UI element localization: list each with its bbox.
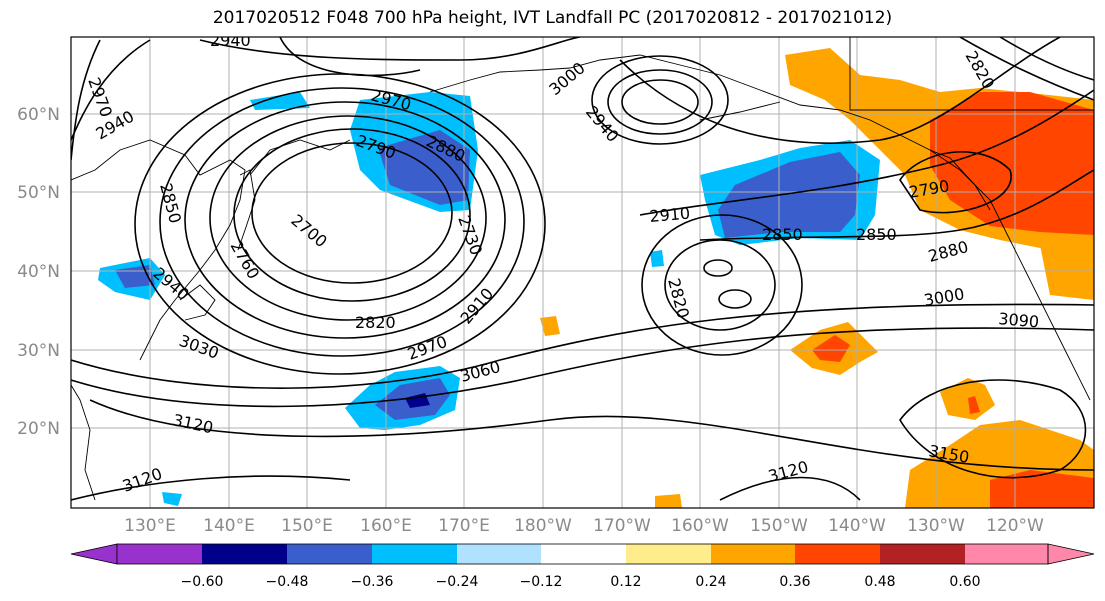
lon-label: 130°W: [907, 516, 965, 536]
colorbar-tick: 0.12: [610, 574, 641, 590]
colorbar-segment: [541, 544, 626, 564]
lon-label: 150°E: [281, 516, 333, 536]
contour-label: 2850: [856, 225, 897, 244]
colorbar-ticks: −0.60 −0.48 −0.36 −0.24 −0.12 0.12 0.24 …: [181, 574, 981, 590]
colorbar-segment: [795, 544, 880, 564]
colorbar-segment: [202, 544, 287, 564]
colorbar-segment: [1047, 543, 1095, 565]
height-contours: [71, 37, 1094, 501]
colorbar-tick: −0.36: [351, 574, 394, 590]
negative-shading: [98, 92, 880, 506]
map-border: [70, 36, 1095, 509]
colorbar-tick: 0.24: [695, 574, 726, 590]
colorbar-segment: [287, 544, 372, 564]
colorbar-tick: −0.24: [436, 574, 479, 590]
lon-label: 120°W: [986, 516, 1044, 536]
colorbar-tick: 0.48: [864, 574, 895, 590]
colorbar-segment: [711, 544, 795, 564]
lon-label: 170°E: [438, 516, 490, 536]
colorbar-segment: [70, 543, 118, 565]
contour-label: 2850: [762, 225, 803, 244]
colorbar-tick: −0.12: [520, 574, 563, 590]
lat-label: 30°N: [17, 341, 60, 361]
longitude-labels: 130°E 140°E 150°E 160°E 170°E 180°W 170°…: [124, 516, 1044, 536]
lon-label: 140°W: [828, 516, 886, 536]
lat-label: 60°N: [17, 105, 60, 125]
lon-label: 130°E: [124, 516, 176, 536]
lon-label: 180°W: [514, 516, 572, 536]
lon-label: 150°W: [750, 516, 808, 536]
map-title: 2017020512 F048 700 hPa height, IVT Land…: [212, 8, 893, 28]
colorbar-segment: [117, 544, 202, 564]
colorbar-tick: 0.60: [949, 574, 980, 590]
contour-label: 3090: [998, 309, 1040, 331]
lat-label: 40°N: [17, 262, 60, 282]
contour-label: 2820: [355, 313, 396, 332]
colorbar-segment: [626, 544, 711, 564]
lat-label: 50°N: [17, 183, 60, 203]
latitude-labels: 60°N 50°N 40°N 30°N 20°N: [17, 105, 60, 439]
colorbar-tick: −0.48: [266, 574, 309, 590]
colorbar-segment: [965, 544, 1048, 564]
colorbar-segment: [880, 544, 965, 564]
colorbar-segment: [372, 544, 457, 564]
lat-label: 20°N: [17, 419, 60, 439]
colorbar-border: [116, 543, 1049, 565]
lon-label: 160°E: [360, 516, 412, 536]
positive-shading: [540, 48, 1094, 508]
lon-label: 170°W: [593, 516, 651, 536]
colorbar-tick: 0.36: [779, 574, 810, 590]
contour-label: 2940: [210, 31, 251, 50]
colorbar-segment: [457, 544, 541, 564]
contour-label: 2910: [649, 204, 691, 226]
lon-label: 160°W: [671, 516, 729, 536]
lon-label: 140°E: [203, 516, 255, 536]
colorbar-tick: −0.60: [181, 574, 224, 590]
colorbar: −0.60 −0.48 −0.36 −0.24 −0.12 0.12 0.24 …: [70, 543, 1095, 590]
